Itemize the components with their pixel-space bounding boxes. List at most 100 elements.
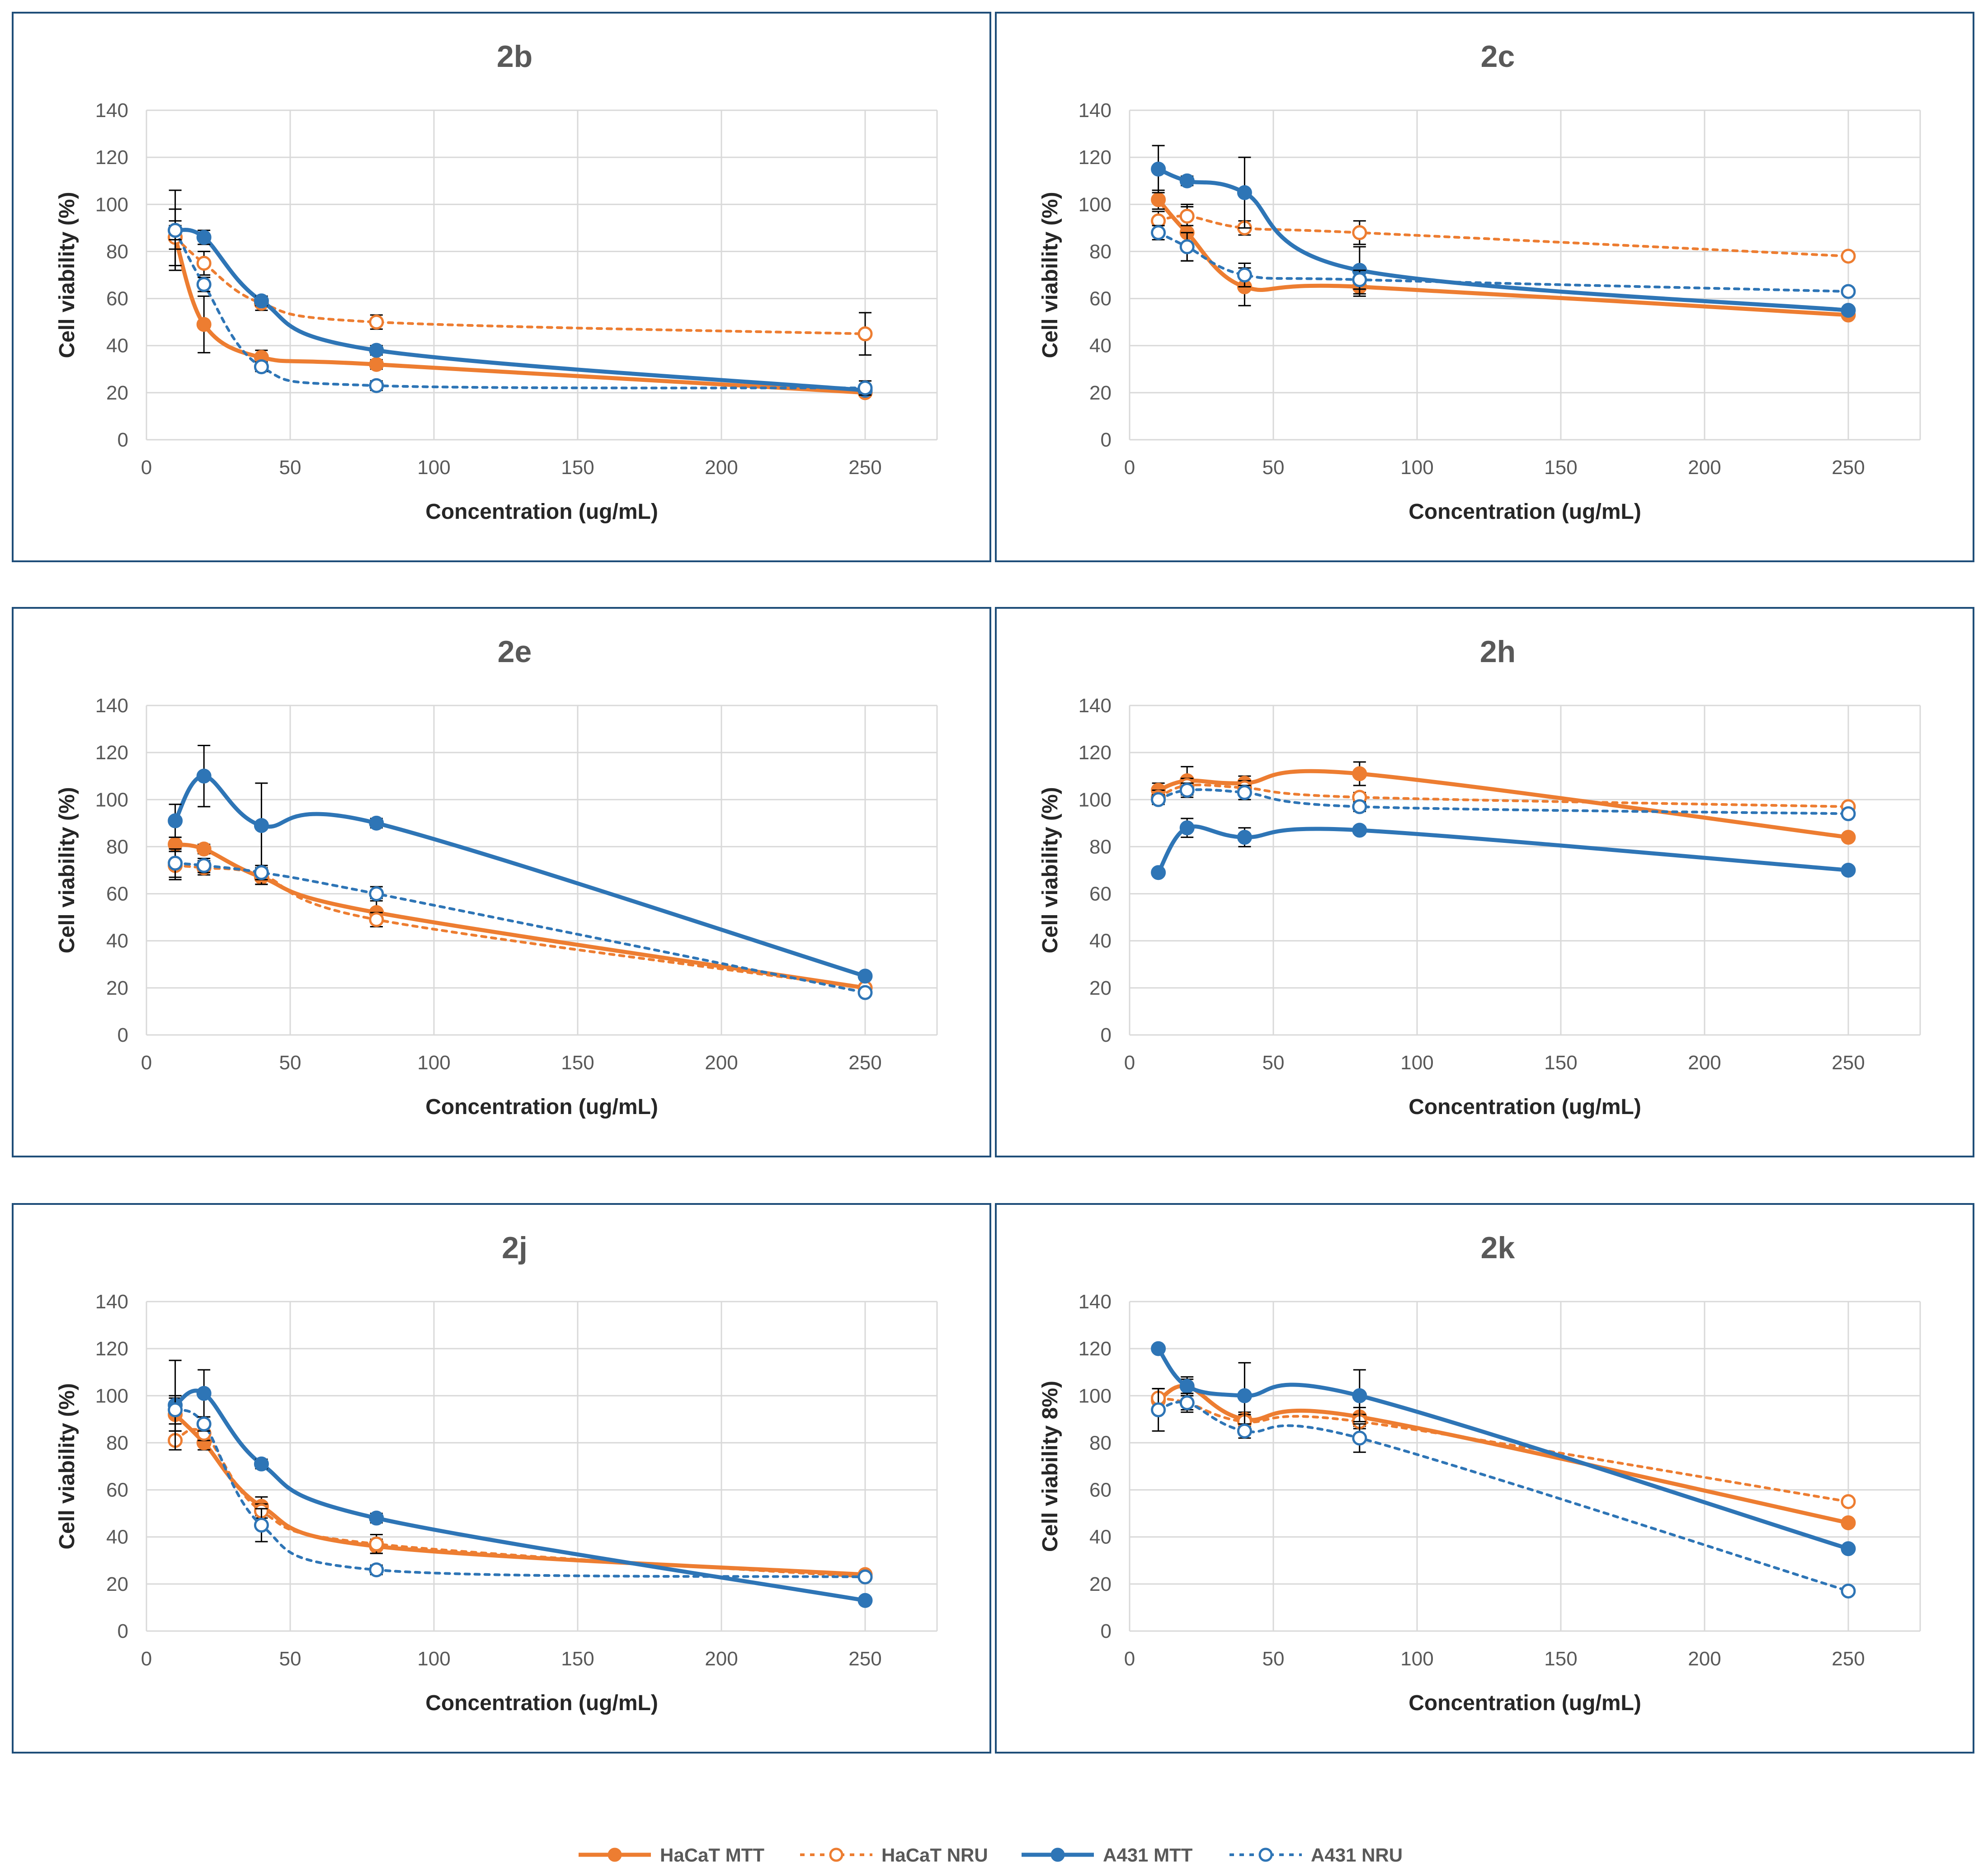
legend-item-hacat-nru: HaCaT NRU xyxy=(800,1844,988,1866)
x-tick-label: 250 xyxy=(1832,1648,1865,1670)
chart-panel-2k: 2k 0 20 40 60 80 100 120 140 0 50 100 150 200 250 Conce… xyxy=(995,1203,1974,1754)
series-a431-mtt xyxy=(1151,818,1856,880)
data-point xyxy=(1151,792,1166,807)
data-point xyxy=(196,317,212,332)
data-point xyxy=(1237,1423,1252,1439)
data-point xyxy=(1151,161,1166,177)
y-tick-label: 60 xyxy=(106,288,128,310)
y-tick-label: 40 xyxy=(106,1526,128,1548)
series-a431-nru xyxy=(1151,225,1856,299)
y-axis-label: Cell viability (%) xyxy=(55,192,79,358)
x-tick-label: 50 xyxy=(1262,1052,1285,1074)
x-tick-label: 0 xyxy=(1124,1648,1135,1670)
y-tick-label: 40 xyxy=(1089,335,1112,357)
y-axis-label: Cell viability 8%) xyxy=(1038,1381,1062,1552)
x-tick-label: 100 xyxy=(417,1052,450,1074)
series-a431-mtt xyxy=(168,1359,873,1608)
series-a431-nru xyxy=(168,848,873,1000)
series-line xyxy=(173,235,867,395)
data-point xyxy=(369,1562,384,1578)
y-tick-label: 0 xyxy=(1101,429,1112,451)
x-axis-label: Concentration (ug/mL) xyxy=(425,1095,658,1119)
data-point xyxy=(196,858,212,873)
data-point xyxy=(1841,863,1856,878)
data-point xyxy=(1179,820,1195,836)
data-point xyxy=(1179,782,1195,798)
y-tick-label: 0 xyxy=(118,1620,128,1642)
data-point xyxy=(1841,284,1856,299)
data-point xyxy=(254,1456,269,1472)
data-point xyxy=(1179,1378,1195,1394)
data-point xyxy=(1237,1388,1252,1403)
y-tick-label: 20 xyxy=(1089,1573,1112,1595)
y-tick-label: 120 xyxy=(95,742,128,764)
series-line xyxy=(174,861,867,994)
data-point xyxy=(369,315,384,330)
data-point xyxy=(369,1536,384,1552)
data-point xyxy=(1841,806,1856,822)
series-a431-mtt xyxy=(168,745,873,984)
data-point xyxy=(254,818,269,833)
x-tick-label: 200 xyxy=(1688,1052,1721,1074)
data-point xyxy=(1352,225,1367,240)
data-point xyxy=(196,230,212,245)
legend-marker xyxy=(829,1848,843,1862)
data-point xyxy=(1179,239,1195,254)
data-point xyxy=(1237,268,1252,282)
chart-panel-2h: 2h 0 20 40 60 80 100 120 140 0 50 100 150 200 250 Conce… xyxy=(995,607,1974,1157)
x-tick-label: 100 xyxy=(1400,456,1433,479)
y-tick-label: 120 xyxy=(95,146,128,169)
y-tick-label: 0 xyxy=(118,429,128,451)
data-point xyxy=(196,277,212,292)
y-tick-label: 140 xyxy=(1079,99,1112,122)
y-tick-label: 20 xyxy=(1089,977,1112,999)
x-axis-label: Concentration (ug/mL) xyxy=(1408,1691,1641,1715)
x-tick-label: 0 xyxy=(1124,1052,1135,1074)
y-tick-label: 0 xyxy=(118,1024,128,1046)
legend-label: HaCaT NRU xyxy=(881,1844,988,1866)
data-point xyxy=(1352,766,1367,781)
y-axis-label: Cell viability (%) xyxy=(55,1383,79,1549)
x-axis-label: Concentration (ug/mL) xyxy=(425,1691,658,1715)
y-tick-label: 20 xyxy=(106,382,128,404)
y-tick-label: 0 xyxy=(1101,1620,1112,1642)
legend-marker xyxy=(1258,1848,1273,1862)
series-a431-nru xyxy=(1151,1388,1856,1599)
data-point xyxy=(369,357,384,372)
data-point xyxy=(168,813,183,828)
y-tick-label: 140 xyxy=(95,99,128,122)
y-tick-label: 100 xyxy=(95,1385,128,1407)
x-axis-label: Concentration (ug/mL) xyxy=(425,500,658,524)
y-tick-label: 60 xyxy=(1089,883,1112,905)
x-tick-label: 150 xyxy=(1544,456,1577,479)
y-tick-label: 100 xyxy=(1079,193,1112,216)
data-point xyxy=(1841,1515,1856,1530)
y-tick-label: 140 xyxy=(95,695,128,717)
panel-border xyxy=(12,12,991,562)
series-line xyxy=(173,228,867,393)
y-tick-label: 20 xyxy=(106,1573,128,1595)
y-tick-label: 120 xyxy=(1079,146,1112,169)
x-tick-label: 150 xyxy=(561,1648,594,1670)
legend-label: A431 MTT xyxy=(1103,1844,1193,1866)
data-point xyxy=(857,1569,873,1584)
data-point xyxy=(196,1416,212,1432)
data-point xyxy=(196,255,212,271)
x-tick-label: 0 xyxy=(141,456,152,479)
x-tick-label: 0 xyxy=(141,1052,152,1074)
data-point xyxy=(1237,830,1252,845)
chart-title: 2e xyxy=(498,635,532,669)
data-point xyxy=(369,1510,384,1526)
y-tick-label: 80 xyxy=(106,836,128,858)
data-point xyxy=(1179,208,1195,224)
x-tick-label: 250 xyxy=(1832,1052,1865,1074)
legend-label: A431 NRU xyxy=(1311,1844,1403,1866)
data-point xyxy=(857,326,873,342)
series-a431-nru xyxy=(168,220,873,396)
chart-title: 2b xyxy=(497,39,532,74)
data-point xyxy=(254,293,269,309)
data-point xyxy=(369,886,384,902)
data-point xyxy=(1352,823,1367,838)
data-point xyxy=(1352,272,1367,287)
chart-title: 2j xyxy=(502,1231,528,1265)
